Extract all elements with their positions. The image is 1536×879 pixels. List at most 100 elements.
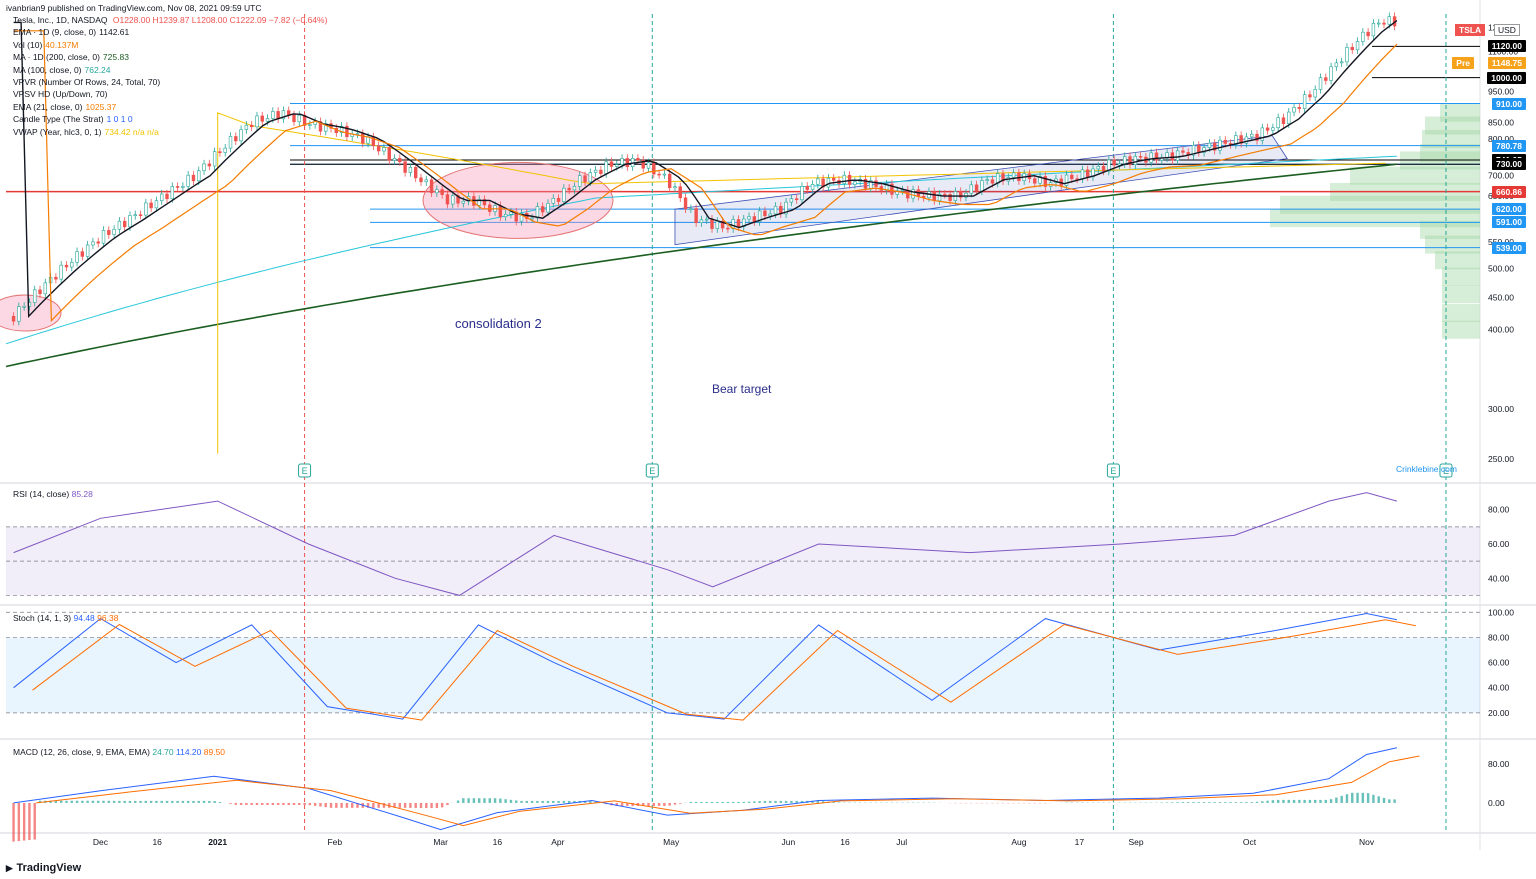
candle-body [22, 306, 26, 308]
price-level-tag: 730.00 [1492, 158, 1526, 171]
candle-body [297, 114, 301, 123]
candle-body [186, 174, 190, 187]
candle-body [1218, 139, 1222, 151]
candle-body [1244, 136, 1249, 144]
macd-histogram-bar [467, 798, 470, 803]
earnings-marker: E [298, 463, 312, 478]
indicator-row: MA · 1D (200, close, 0) 725.83 [13, 51, 327, 63]
macd-histogram-bar [726, 801, 730, 803]
pre-market-label: Pre [1452, 57, 1474, 69]
candle-body [265, 118, 270, 122]
rsi-legend: RSI (14, close) 85.28 [13, 489, 93, 499]
volume-profile-bar [1442, 320, 1480, 339]
candle-body [1382, 22, 1386, 25]
candle-body [59, 264, 63, 280]
candle-body [900, 189, 905, 192]
candle-body [11, 316, 16, 322]
candle-body [1191, 145, 1196, 156]
volume-profile-bar [1422, 129, 1480, 148]
macd-histogram-bar [488, 798, 491, 803]
indicator-row: VPSV HD (Up/Down, 70) [13, 88, 327, 100]
candle-body [990, 179, 995, 184]
candle-body [705, 218, 709, 221]
macd-histogram-bar [515, 800, 518, 803]
macd-histogram-bar [213, 801, 216, 803]
candle-body [1091, 168, 1095, 178]
macd-histogram-bar [737, 801, 740, 803]
site-watermark: Crinklebine.com [1396, 464, 1457, 474]
candle-body [387, 147, 391, 161]
candle-body [175, 186, 180, 188]
candle-body [519, 213, 524, 222]
macd-histogram-bar [1255, 801, 1259, 803]
macd-histogram-bar [567, 800, 571, 803]
macd-signal-line [36, 755, 1420, 827]
candle-body [376, 145, 381, 152]
macd-histogram-bar [102, 800, 105, 803]
candle-body [1287, 111, 1291, 124]
volume-profile-bar [1435, 251, 1480, 270]
candle-body [91, 241, 95, 246]
macd-histogram-bar [769, 800, 772, 803]
macd-histogram-bar [261, 802, 264, 805]
macd-axis-tick: 0.00 [1488, 798, 1505, 808]
candle-body [54, 276, 58, 280]
candle-body [1271, 127, 1275, 131]
macd-histogram-bar [689, 801, 693, 803]
earnings-marker-box [645, 463, 659, 478]
currency-button[interactable]: USD [1494, 24, 1520, 36]
earnings-marker-text: E [1443, 466, 1449, 476]
candle-body [895, 190, 899, 195]
candle-body [540, 206, 545, 213]
candle-body [1096, 166, 1100, 170]
candle-body [43, 282, 48, 295]
indicator-value: 1142.61 [99, 27, 130, 38]
candle-body [160, 193, 164, 202]
candle-body [673, 186, 677, 189]
macd-histogram-bar [308, 802, 312, 806]
volume-profile-bar [1440, 103, 1480, 122]
macd-histogram-bar [1261, 801, 1264, 803]
macd-histogram-bar [229, 802, 232, 804]
candle-body [969, 184, 973, 194]
candle-body [1101, 166, 1106, 172]
rsi-value: 85.28 [71, 489, 93, 499]
macd-histogram-bar [1165, 802, 1169, 803]
macd-histogram-bar [1388, 799, 1391, 803]
tradingview-logo[interactable]: ▸ TradingView [6, 860, 81, 876]
macd-axis-tick: 80.00 [1488, 759, 1510, 769]
indicator-label: Vol (10) [13, 39, 43, 50]
macd-histogram-bar [753, 801, 756, 803]
macd-histogram-bar [239, 802, 243, 805]
macd-histogram-bar [1340, 795, 1343, 803]
macd-histogram-bar [250, 802, 253, 805]
macd-histogram-bar [795, 800, 798, 803]
candle-body [583, 175, 587, 183]
macd-histogram-bar [86, 800, 89, 803]
macd-histogram-bar [1356, 792, 1359, 803]
macd-histogram-bar [234, 802, 237, 805]
candle-body [117, 220, 122, 230]
indicator-label: MA · 1D (200, close, 0) [13, 52, 100, 63]
candle-body [1250, 133, 1254, 138]
macd-histogram-bar [1361, 792, 1365, 803]
macd-histogram-bar [303, 802, 306, 805]
macd-histogram-bar [345, 802, 349, 808]
candle-body [165, 193, 169, 200]
indicator-value: 762.24 [84, 64, 111, 75]
macd-histogram-bar [313, 802, 317, 806]
candle-body [1324, 77, 1328, 81]
macd-histogram-bar [594, 801, 597, 803]
macd-histogram-bar [483, 798, 486, 803]
macd-histogram-bar [419, 802, 423, 808]
macd-histogram-bar [171, 800, 174, 803]
macd-histogram-bar [758, 801, 761, 803]
candle-body [572, 186, 577, 191]
macd-histogram-bar [504, 799, 507, 803]
candle-body [85, 244, 90, 257]
earnings-marker: E [645, 463, 659, 478]
candle-body [1223, 139, 1227, 144]
candle-body [1112, 159, 1116, 166]
candle-body [461, 200, 466, 204]
